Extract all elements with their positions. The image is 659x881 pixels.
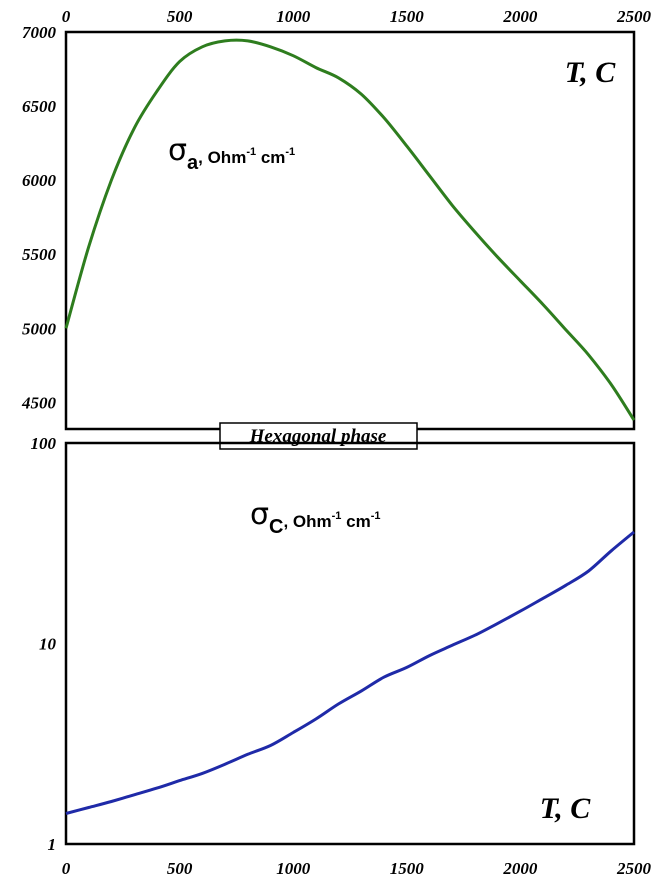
x-tick-label: 0	[62, 859, 71, 878]
y-tick-label: 5000	[22, 319, 57, 338]
sigma-c-symbol: σ	[250, 497, 269, 532]
y-tick-label: 6000	[22, 171, 57, 190]
sigma-a-subscript: a	[187, 152, 199, 174]
bottom-x-axis-label: T, C	[540, 792, 592, 825]
sigma-c-unit-sup2: -1	[371, 510, 381, 522]
x-tick-label: 0	[62, 7, 71, 26]
top-y-tick-labels: 4500 5000 5500 6000 6500 7000	[21, 23, 57, 412]
x-tick-label: 500	[167, 859, 193, 878]
bottom-y-tick-labels: 1 10 100	[31, 434, 57, 854]
sigma-c-subscript: C	[269, 516, 283, 538]
top-x-tick-labels: 0 500 1000 1500 2000 2500	[62, 7, 652, 26]
x-tick-label: 1500	[390, 859, 425, 878]
top-panel: 0 500 1000 1500 2000 2500 4500 5000 5500 6000 650…	[21, 7, 652, 431]
sigma-a-symbol: σ	[168, 133, 187, 168]
x-tick-label: 2000	[502, 859, 538, 878]
sigma-a-label: σa, Ohm-1 cm-1	[168, 133, 295, 174]
sigma-c-unit: , Ohm	[283, 512, 331, 531]
sigma-a-unit2: cm	[256, 148, 285, 167]
sigma-a-unit-sup1: -1	[246, 146, 256, 158]
bottom-x-tick-labels: 0 500 1000 1500 2000 2500	[62, 859, 652, 878]
y-tick-label: 5500	[22, 245, 57, 264]
top-x-axis-label: T, C	[565, 56, 617, 89]
sigma-c-label: σC, Ohm-1 cm-1	[250, 497, 381, 538]
y-tick-label: 10	[39, 635, 57, 654]
y-tick-label: 6500	[22, 97, 57, 116]
phase-label-box	[219, 422, 418, 450]
sigma-c-unit2: cm	[341, 512, 370, 531]
x-tick-label: 1500	[390, 7, 425, 26]
sigma-a-curve	[64, 38, 636, 421]
x-tick-label: 2500	[616, 7, 652, 26]
phase-label: Hexagonal phase	[219, 422, 418, 450]
x-tick-label: 1000	[276, 859, 311, 878]
top-plot-frame	[64, 30, 636, 431]
y-tick-label: 7000	[22, 23, 57, 42]
sigma-a-unit: , Ohm	[198, 148, 246, 167]
bottom-plot-frame	[64, 441, 636, 846]
x-tick-label: 1000	[276, 7, 311, 26]
x-tick-label: 500	[167, 7, 193, 26]
y-tick-label: 1	[48, 835, 57, 854]
x-tick-label: 2000	[502, 7, 538, 26]
sigma-c-unit-sup1: -1	[332, 510, 342, 522]
x-tick-label: 2500	[616, 859, 652, 878]
y-tick-label: 100	[31, 434, 57, 453]
sigma-a-unit-sup2: -1	[285, 146, 295, 158]
sigma-c-curve	[65, 530, 635, 815]
y-tick-label: 4500	[21, 393, 57, 412]
bottom-panel: 0 500 1000 1500 2000 2500 1 10 100 T, C σC, Ohm…	[31, 434, 652, 878]
